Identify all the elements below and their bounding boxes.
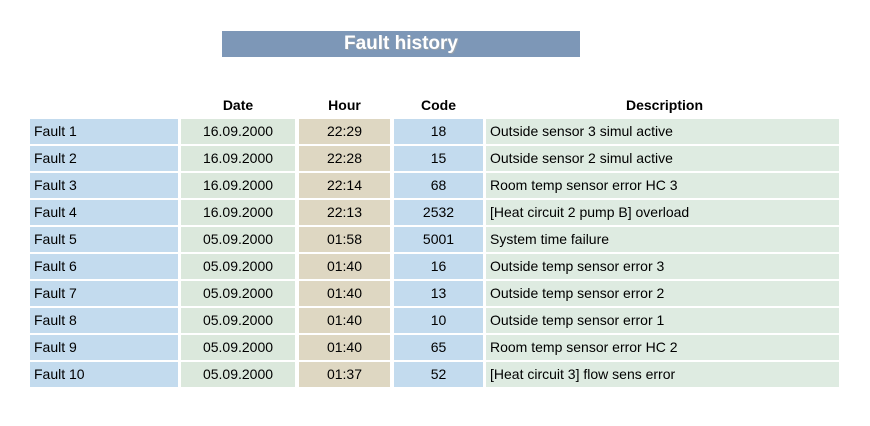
table-row: Fault 5 05.09.2000 01:58 5001 System tim…	[30, 227, 839, 252]
hour-cell: 22:28	[299, 146, 390, 171]
hour-cell: 01:40	[299, 281, 390, 306]
description-cell: [Heat circuit 2 pump B] overload	[486, 200, 839, 225]
code-cell: 10	[394, 308, 483, 333]
code-cell: 16	[394, 254, 483, 279]
date-cell: 16.09.2000	[181, 146, 295, 171]
table-row: Fault 9 05.09.2000 01:40 65 Room temp se…	[30, 335, 839, 360]
code-cell: 68	[394, 173, 483, 198]
fault-label-cell: Fault 4	[30, 200, 178, 225]
column-header-code: Code	[421, 97, 456, 113]
hour-cell: 22:14	[299, 173, 390, 198]
table-header-row: Date Hour Code Description	[30, 95, 839, 115]
date-cell: 05.09.2000	[181, 227, 295, 252]
code-cell: 52	[394, 362, 483, 387]
description-cell: Outside sensor 2 simul active	[486, 146, 839, 171]
date-cell: 16.09.2000	[181, 119, 295, 144]
hour-cell: 01:40	[299, 308, 390, 333]
description-cell: System time failure	[486, 227, 839, 252]
hour-cell: 01:40	[299, 335, 390, 360]
code-cell: 65	[394, 335, 483, 360]
column-header-fault	[30, 95, 178, 115]
table-row: Fault 2 16.09.2000 22:28 15 Outside sens…	[30, 146, 839, 171]
hour-cell: 22:29	[299, 119, 390, 144]
code-cell: 15	[394, 146, 483, 171]
description-cell: Outside temp sensor error 1	[486, 308, 839, 333]
code-cell: 2532	[394, 200, 483, 225]
page-title: Fault history	[222, 31, 580, 57]
code-cell: 18	[394, 119, 483, 144]
date-cell: 16.09.2000	[181, 173, 295, 198]
table-row: Fault 10 05.09.2000 01:37 52 [Heat circu…	[30, 362, 839, 387]
fault-label-cell: Fault 9	[30, 335, 178, 360]
table-row: Fault 7 05.09.2000 01:40 13 Outside temp…	[30, 281, 839, 306]
hour-cell: 22:13	[299, 200, 390, 225]
date-cell: 05.09.2000	[181, 308, 295, 333]
fault-label-cell: Fault 6	[30, 254, 178, 279]
date-cell: 05.09.2000	[181, 281, 295, 306]
column-header-hour: Hour	[328, 97, 361, 113]
date-cell: 16.09.2000	[181, 200, 295, 225]
fault-label-cell: Fault 1	[30, 119, 178, 144]
column-header-description: Description	[625, 97, 703, 113]
fault-label-cell: Fault 8	[30, 308, 178, 333]
table-row: Fault 6 05.09.2000 01:40 16 Outside temp…	[30, 254, 839, 279]
fault-rows: Fault 1 16.09.2000 22:29 18 Outside sens…	[30, 119, 839, 389]
table-row: Fault 8 05.09.2000 01:40 10 Outside temp…	[30, 308, 839, 333]
code-cell: 5001	[394, 227, 483, 252]
date-cell: 05.09.2000	[181, 335, 295, 360]
fault-label-cell: Fault 2	[30, 146, 178, 171]
description-cell: Room temp sensor error HC 3	[486, 173, 839, 198]
code-cell: 13	[394, 281, 483, 306]
description-cell: Outside temp sensor error 2	[486, 281, 839, 306]
fault-label-cell: Fault 7	[30, 281, 178, 306]
fault-label-cell: Fault 5	[30, 227, 178, 252]
description-cell: Outside sensor 3 simul active	[486, 119, 839, 144]
table-row: Fault 4 16.09.2000 22:13 2532 [Heat circ…	[30, 200, 839, 225]
date-cell: 05.09.2000	[181, 362, 295, 387]
date-cell: 05.09.2000	[181, 254, 295, 279]
hour-cell: 01:58	[299, 227, 390, 252]
hour-cell: 01:37	[299, 362, 390, 387]
hour-cell: 01:40	[299, 254, 390, 279]
fault-label-cell: Fault 3	[30, 173, 178, 198]
column-header-date: Date	[222, 97, 254, 113]
table-row: Fault 3 16.09.2000 22:14 68 Room temp se…	[30, 173, 839, 198]
table-row: Fault 1 16.09.2000 22:29 18 Outside sens…	[30, 119, 839, 144]
fault-label-cell: Fault 10	[30, 362, 178, 387]
description-cell: Room temp sensor error HC 2	[486, 335, 839, 360]
description-cell: [Heat circuit 3] flow sens error	[486, 362, 839, 387]
description-cell: Outside temp sensor error 3	[486, 254, 839, 279]
